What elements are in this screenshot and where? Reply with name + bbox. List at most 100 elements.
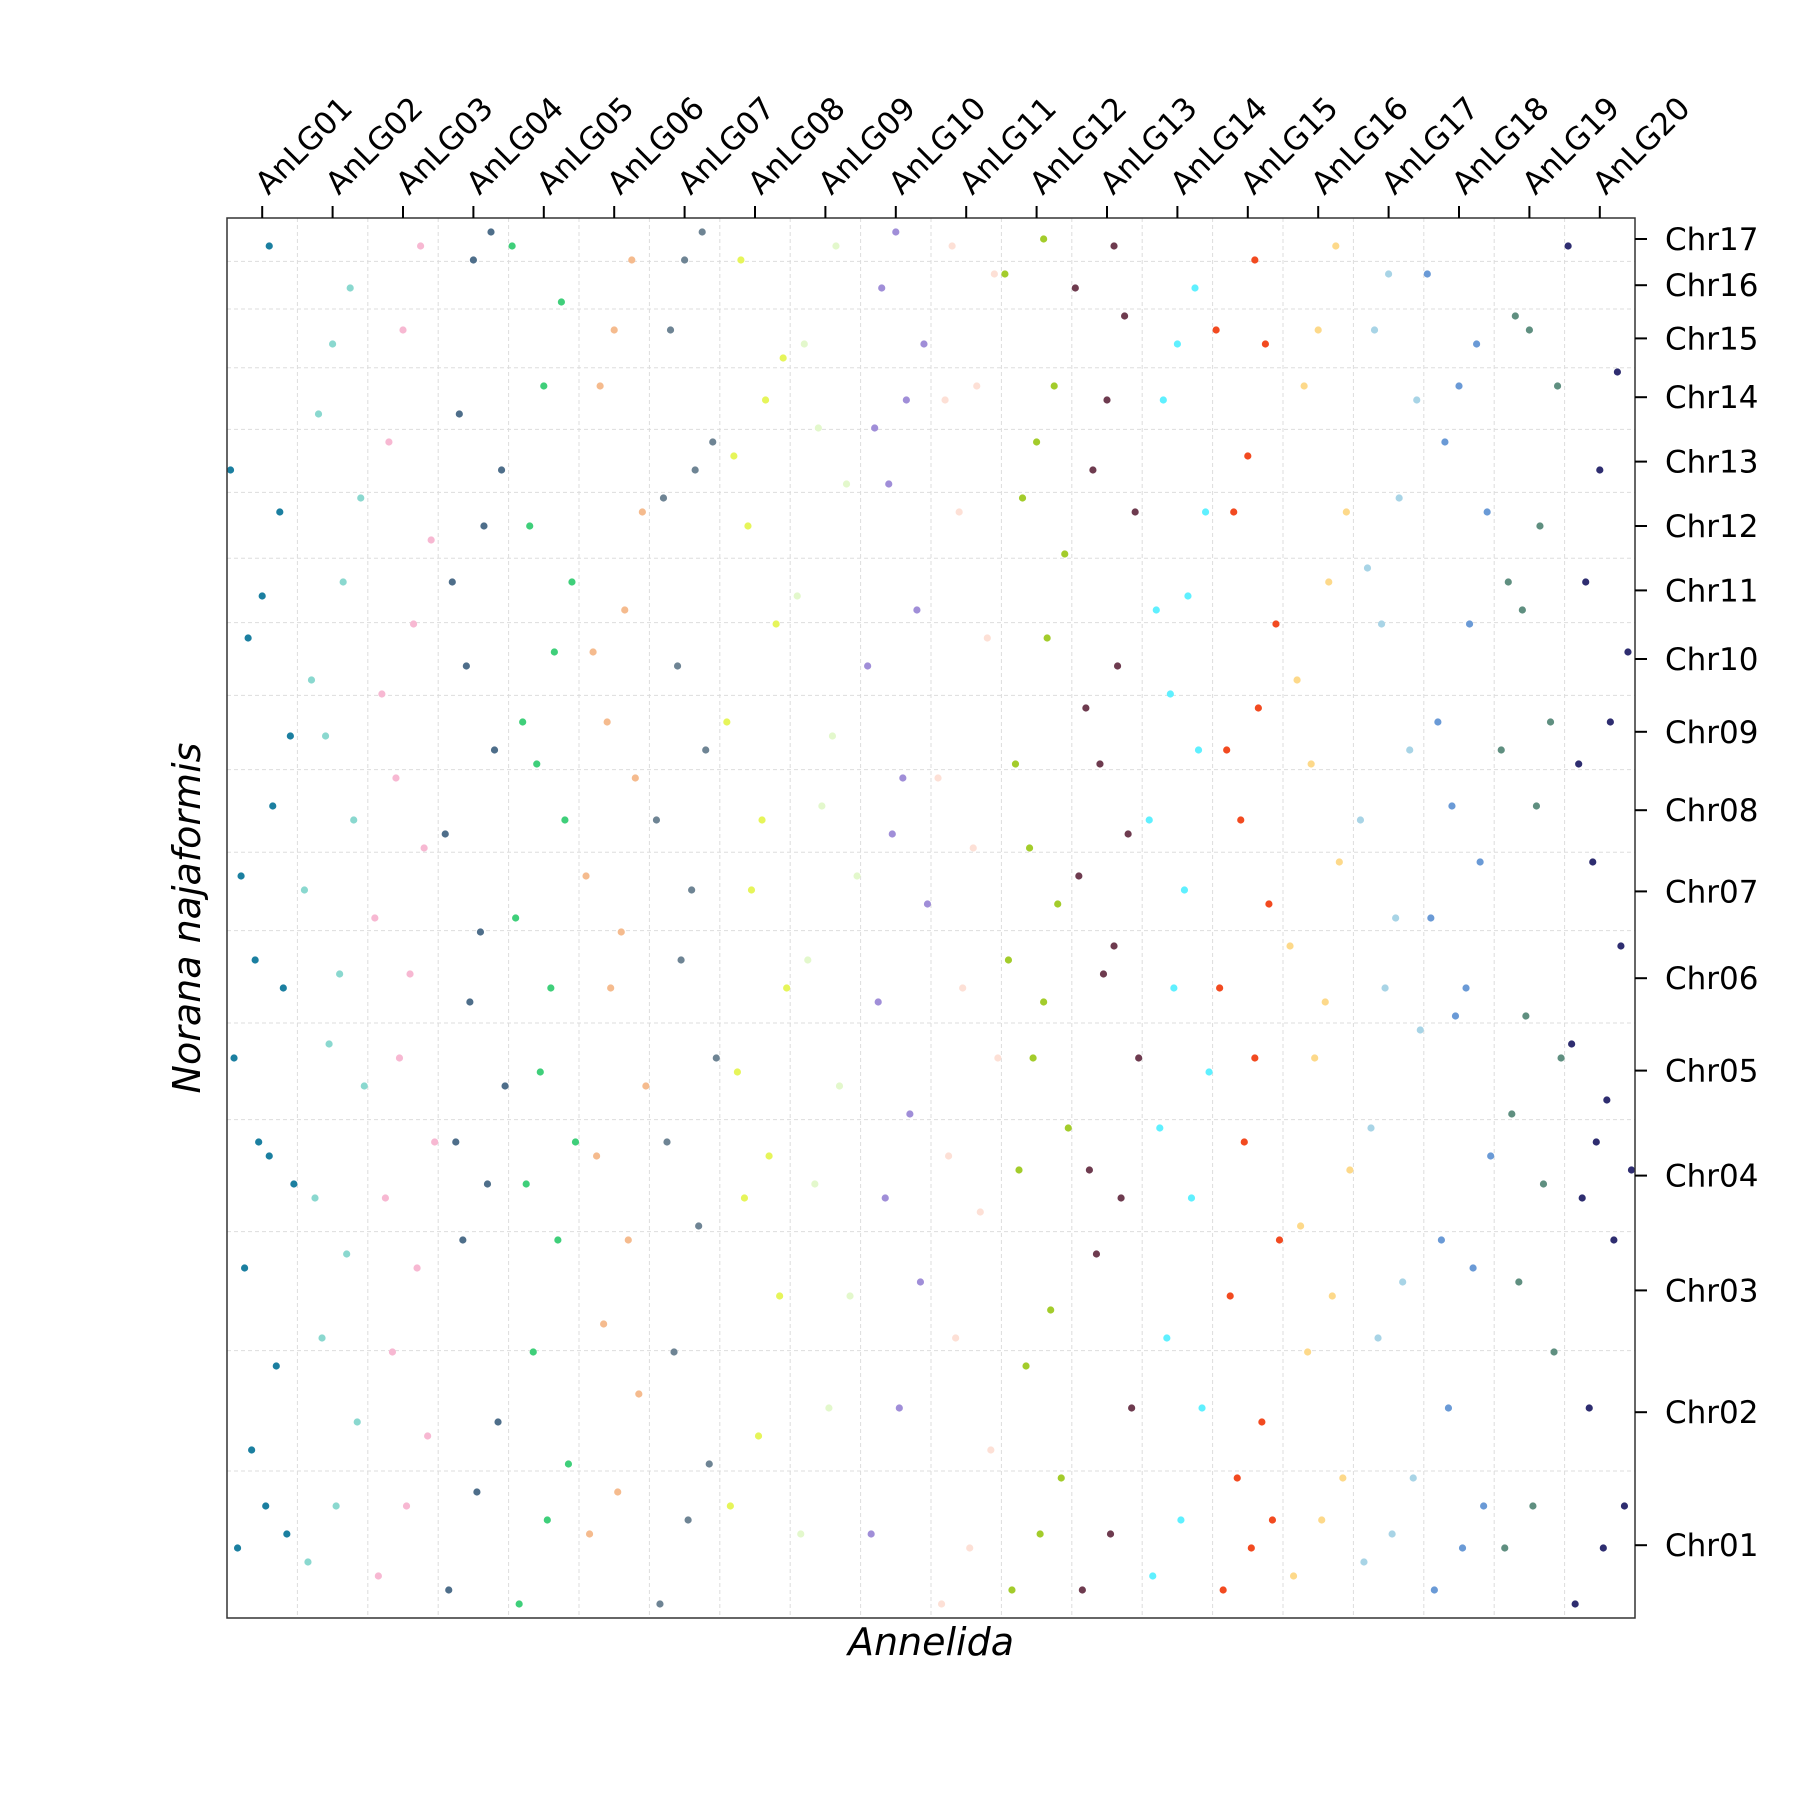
dot bbox=[846, 1292, 854, 1300]
dot bbox=[350, 816, 358, 824]
plot-frame bbox=[226, 217, 1636, 1619]
dot bbox=[937, 1600, 946, 1608]
dot bbox=[343, 1250, 351, 1258]
dot bbox=[255, 1138, 263, 1146]
dot bbox=[923, 900, 932, 908]
dot bbox=[1085, 1166, 1093, 1174]
dot bbox=[698, 228, 706, 236]
dot bbox=[1297, 1222, 1305, 1230]
dot bbox=[1314, 326, 1322, 334]
dot bbox=[402, 1502, 411, 1510]
dot bbox=[776, 1292, 784, 1300]
dot bbox=[765, 1152, 773, 1160]
dot bbox=[1099, 970, 1108, 978]
dot bbox=[617, 928, 625, 936]
dot bbox=[279, 984, 287, 992]
dot bbox=[1047, 1306, 1055, 1314]
dot bbox=[1001, 270, 1009, 278]
dot bbox=[374, 1572, 382, 1580]
dot bbox=[888, 830, 896, 838]
dot bbox=[473, 1488, 481, 1496]
dot bbox=[1008, 1586, 1016, 1594]
dot bbox=[853, 872, 861, 880]
dot bbox=[959, 984, 967, 992]
dot bbox=[1015, 1166, 1023, 1174]
dot bbox=[814, 424, 822, 432]
dot bbox=[1596, 466, 1604, 474]
dot bbox=[494, 1418, 502, 1426]
dot bbox=[1518, 606, 1526, 614]
dot bbox=[1254, 704, 1262, 712]
dot bbox=[286, 732, 294, 740]
dot bbox=[1184, 592, 1192, 600]
dot bbox=[864, 662, 872, 670]
dot bbox=[1441, 438, 1449, 446]
dot bbox=[1522, 1012, 1530, 1020]
dot bbox=[1501, 1544, 1509, 1552]
y-tick-label: Chr12 bbox=[1665, 509, 1758, 545]
dot bbox=[1040, 235, 1048, 243]
dot bbox=[321, 732, 330, 740]
dot bbox=[1525, 326, 1533, 334]
dot bbox=[1128, 1404, 1136, 1412]
dot bbox=[1617, 942, 1625, 950]
dot bbox=[300, 886, 309, 894]
dot bbox=[381, 1194, 389, 1202]
dot bbox=[244, 634, 252, 642]
dot bbox=[1025, 844, 1034, 852]
y-tick-label: Chr07 bbox=[1665, 874, 1758, 910]
dot bbox=[265, 1152, 273, 1160]
dot bbox=[913, 606, 921, 614]
dot bbox=[712, 1054, 720, 1062]
dot bbox=[624, 1236, 632, 1244]
dot bbox=[318, 1334, 326, 1342]
dot bbox=[1159, 396, 1167, 404]
dot bbox=[593, 1152, 601, 1160]
dot bbox=[554, 1236, 562, 1244]
dot bbox=[1557, 1054, 1565, 1062]
dot bbox=[1075, 872, 1083, 880]
dot bbox=[1473, 340, 1481, 348]
dot bbox=[1335, 858, 1343, 866]
dot bbox=[1304, 1348, 1312, 1356]
dot bbox=[480, 522, 488, 530]
dot bbox=[783, 984, 791, 992]
dot bbox=[874, 998, 882, 1006]
dot bbox=[1135, 1054, 1143, 1062]
dot bbox=[1265, 900, 1273, 908]
dot bbox=[1465, 620, 1474, 628]
dot bbox=[230, 1054, 238, 1062]
dot bbox=[1423, 270, 1431, 278]
dot bbox=[445, 1586, 453, 1594]
dot bbox=[1121, 312, 1129, 320]
dot bbox=[519, 718, 527, 726]
dot bbox=[1325, 578, 1333, 586]
dot bbox=[666, 326, 675, 334]
dot bbox=[1061, 550, 1069, 558]
dot bbox=[656, 1600, 664, 1608]
dot bbox=[515, 1600, 523, 1608]
dot bbox=[945, 1152, 953, 1160]
dot bbox=[1370, 326, 1379, 334]
dot bbox=[733, 1068, 742, 1076]
dot bbox=[1339, 1474, 1347, 1482]
dot bbox=[1194, 746, 1203, 754]
dot bbox=[638, 508, 646, 516]
dot bbox=[512, 914, 520, 922]
dot bbox=[1272, 620, 1280, 628]
dot bbox=[628, 256, 636, 264]
dot bbox=[522, 1180, 530, 1188]
dot bbox=[339, 578, 347, 586]
y-tick-label: Chr17 bbox=[1665, 222, 1758, 258]
dot bbox=[265, 242, 273, 250]
dot bbox=[797, 1530, 805, 1538]
dot bbox=[614, 1488, 622, 1496]
dot bbox=[452, 1138, 460, 1146]
dot bbox=[476, 928, 485, 936]
dot bbox=[431, 1138, 439, 1146]
dot bbox=[867, 1530, 875, 1538]
dot bbox=[441, 830, 449, 838]
dot bbox=[585, 1530, 594, 1538]
dot bbox=[878, 284, 886, 292]
dot bbox=[543, 1516, 551, 1524]
